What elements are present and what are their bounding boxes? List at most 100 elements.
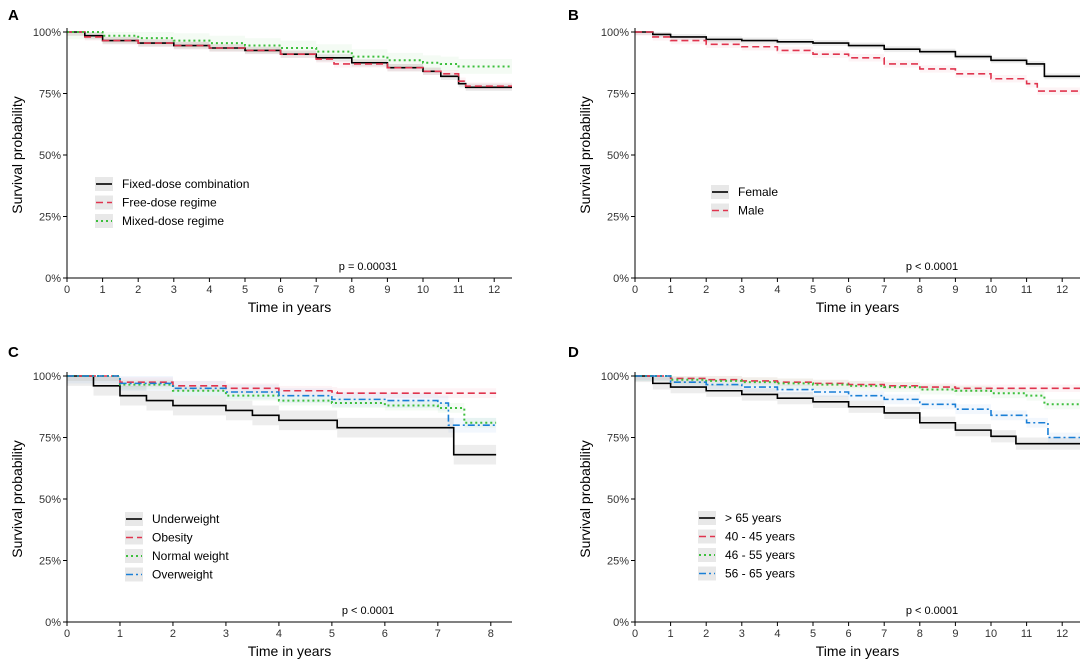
y-tick-label: 0% <box>613 617 629 629</box>
y-tick-label: 25% <box>39 556 61 568</box>
x-tick-label: 7 <box>881 284 887 296</box>
y-tick-label: 100% <box>33 371 61 383</box>
legend: Underweight Obesity Normal weight Overweigh… <box>125 512 229 582</box>
y-axis-label: Survival probability <box>577 440 593 558</box>
x-tick-label: 9 <box>952 628 958 640</box>
legend-key-box <box>698 566 716 581</box>
legend-label: Underweight <box>152 512 220 526</box>
x-tick-label: 4 <box>276 628 282 640</box>
y-tick-label: 0% <box>45 273 61 285</box>
x-tick-label: 7 <box>881 628 887 640</box>
x-tick-label: 8 <box>349 284 355 296</box>
y-tick-label: 0% <box>613 273 629 285</box>
legend-label: > 65 years <box>725 511 781 525</box>
legend: > 65 years 40 - 45 years 46 - 55 years 56 -… <box>698 511 795 581</box>
x-tick-label: 9 <box>952 284 958 296</box>
legend-label: Obesity <box>152 531 193 545</box>
legend: Female Male <box>711 185 778 218</box>
legend-label: Overweight <box>152 568 213 582</box>
x-tick-label: 11 <box>453 284 464 296</box>
confidence-band <box>67 376 497 399</box>
x-tick-label: 2 <box>135 284 141 296</box>
legend-label: Mixed-dose regime <box>122 214 224 228</box>
y-tick-label: 0% <box>45 617 61 629</box>
x-tick-label: 6 <box>382 628 388 640</box>
y-tick-label: 50% <box>39 494 61 506</box>
x-axis-label: Time in years <box>248 299 332 315</box>
y-tick-label: 100% <box>601 371 629 383</box>
p-value-label: p < 0.0001 <box>906 261 958 273</box>
x-tick-label: 12 <box>1056 628 1068 640</box>
x-tick-label: 3 <box>171 284 177 296</box>
legend-label: Fixed-dose combination <box>122 177 249 191</box>
legend-key-box <box>95 195 113 210</box>
panel-label: D <box>568 344 579 361</box>
x-tick-label: 4 <box>774 284 780 296</box>
series-line-1 <box>635 31 1080 92</box>
x-tick-label: 5 <box>810 628 816 640</box>
p-value-label: p = 0.00031 <box>339 261 397 273</box>
x-tick-label: 1 <box>668 284 674 296</box>
legend-key-box <box>698 529 716 544</box>
y-tick-label: 75% <box>607 433 629 445</box>
x-tick-label: 3 <box>223 628 229 640</box>
legend-key-box <box>125 549 143 563</box>
x-tick-label: 8 <box>917 628 923 640</box>
series-line-1 <box>67 375 497 395</box>
x-tick-label: 5 <box>329 628 335 640</box>
x-tick-label: 5 <box>810 284 816 296</box>
legend-label: Male <box>738 204 764 218</box>
x-tick-label: 3 <box>739 628 745 640</box>
legend-key-box <box>711 203 729 218</box>
x-tick-label: 6 <box>278 284 284 296</box>
y-tick-label: 100% <box>33 27 61 39</box>
x-tick-label: 10 <box>985 284 997 296</box>
confidence-band <box>67 376 497 428</box>
p-value-label: p < 0.0001 <box>342 605 394 617</box>
panel-label: A <box>8 7 19 24</box>
panel-label: C <box>8 344 19 361</box>
y-tick-label: 25% <box>607 556 629 568</box>
x-tick-label: 0 <box>64 628 70 640</box>
x-tick-label: 1 <box>100 284 106 296</box>
y-tick-label: 25% <box>39 212 61 224</box>
confidence-band <box>67 32 512 92</box>
legend-key-box <box>95 214 113 228</box>
panel-label: B <box>568 7 579 24</box>
x-tick-label: 0 <box>632 628 638 640</box>
p-value-label: p < 0.0001 <box>906 605 958 617</box>
legend: Fixed-dose combination Free-dose regime Mi… <box>95 177 249 228</box>
x-tick-label: 2 <box>170 628 176 640</box>
series-line-3 <box>67 375 497 426</box>
legend-label: Normal weight <box>152 549 229 563</box>
x-tick-label: 10 <box>985 628 997 640</box>
legend-key-box <box>125 567 143 582</box>
x-tick-label: 6 <box>846 284 852 296</box>
x-tick-label: 8 <box>917 284 923 296</box>
x-tick-label: 10 <box>417 284 429 296</box>
legend-label: Female <box>738 185 778 199</box>
y-tick-label: 75% <box>607 89 629 101</box>
legend-label: 40 - 45 years <box>725 530 795 544</box>
y-axis-label: Survival probability <box>9 440 25 558</box>
confidence-band <box>635 376 1080 410</box>
y-tick-label: 100% <box>601 27 629 39</box>
x-tick-label: 5 <box>242 284 248 296</box>
series-line-0 <box>67 375 497 456</box>
x-tick-label: 1 <box>117 628 123 640</box>
panel-c: C 0% 25% 50% 75% 100% 0 1 2 3 4 5 6 7 8 Time in years Su… <box>8 344 512 659</box>
x-tick-label: 12 <box>488 284 500 296</box>
y-axis-label: Survival probability <box>9 96 25 214</box>
confidence-band <box>635 32 1080 95</box>
legend-label: 56 - 65 years <box>725 567 795 581</box>
x-tick-label: 0 <box>632 284 638 296</box>
x-tick-label: 7 <box>435 628 441 640</box>
x-tick-label: 3 <box>739 284 745 296</box>
y-axis-label: Survival probability <box>577 96 593 214</box>
series-line-1 <box>67 31 512 87</box>
confidence-band <box>67 32 512 74</box>
